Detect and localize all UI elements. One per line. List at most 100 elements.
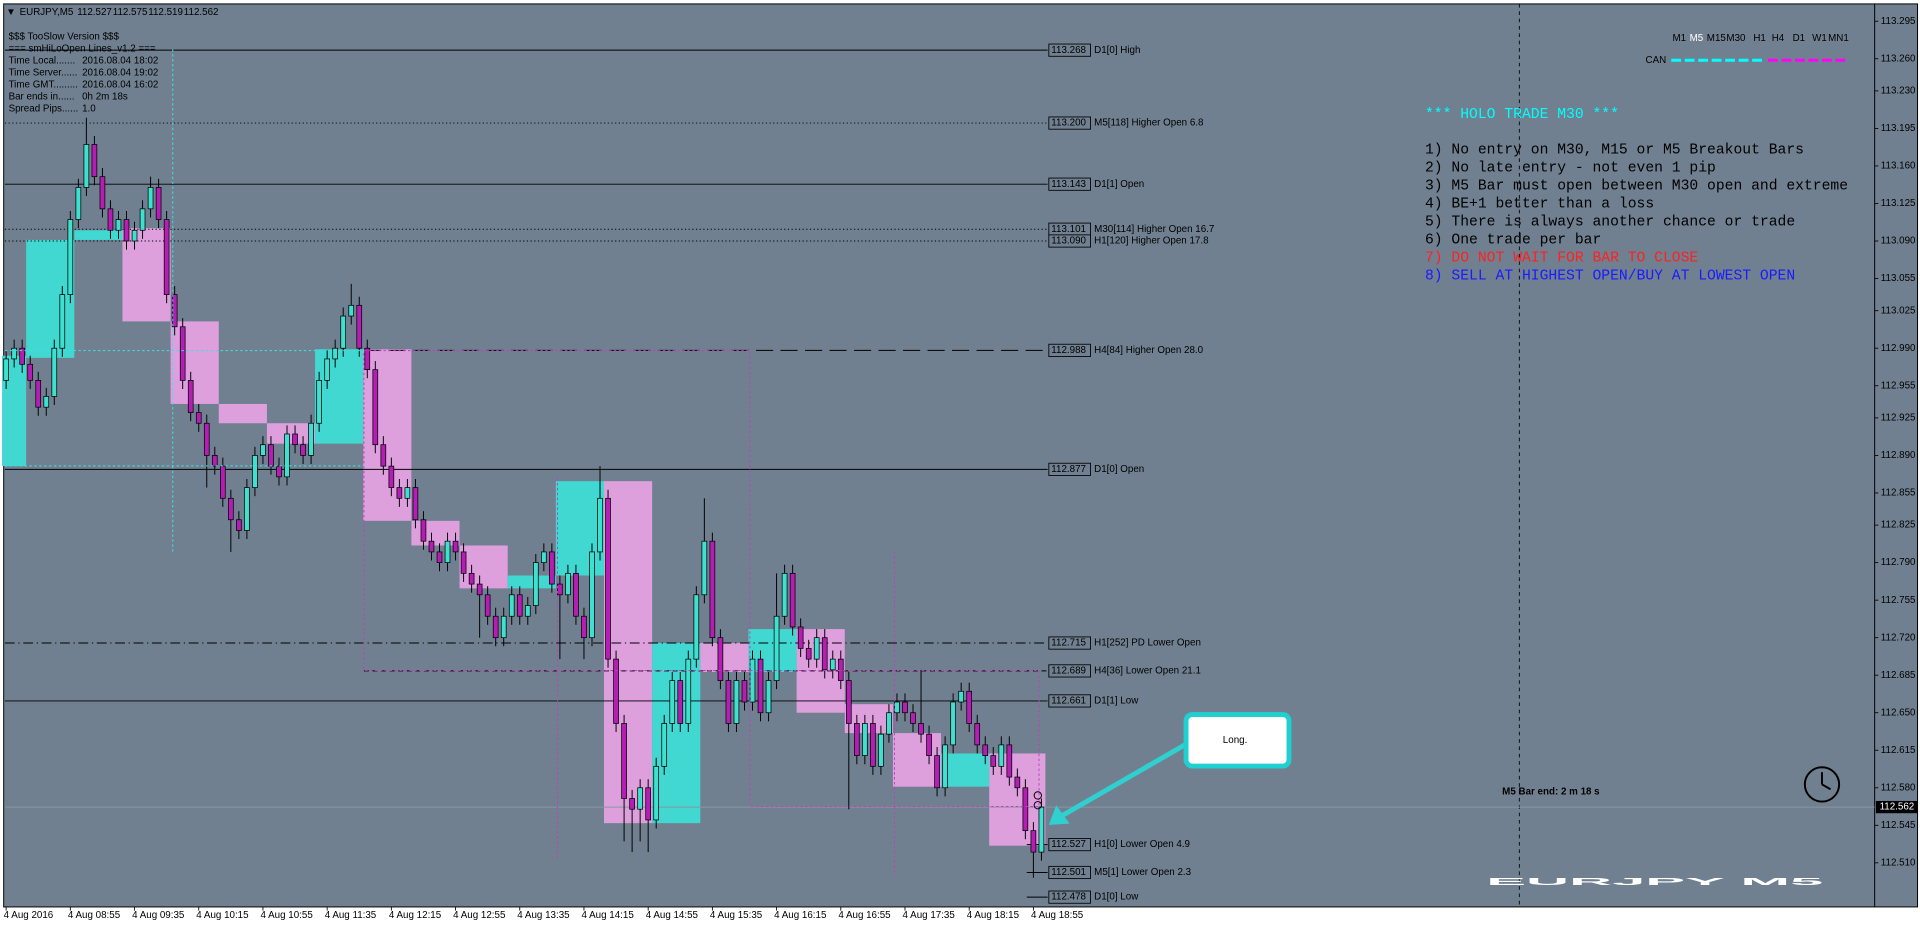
candle-body: [340, 315, 347, 349]
candle-body: [613, 658, 619, 724]
candle-body: [701, 540, 708, 596]
candle-body: [749, 658, 756, 703]
level-price: 113.200: [1051, 118, 1086, 129]
quote: 112.575: [113, 7, 148, 18]
y-tick-label: 113.090: [1881, 236, 1916, 247]
level-name: H4[84] Higher Open 28.0: [1094, 345, 1203, 356]
candle-body: [404, 487, 411, 499]
watermark: EURJPY M5: [1486, 877, 1826, 888]
m30-box: [74, 230, 123, 240]
level-name: D1[1] Open: [1094, 179, 1144, 190]
x-tick-label: 4 Aug 14:55: [646, 910, 699, 921]
level-price-box: [1048, 234, 1091, 248]
y-tick-label: 113.025: [1881, 305, 1916, 316]
info-value: 2016.08.04 19:02: [82, 68, 158, 79]
notes-title: *** HOLO TRADE M30 ***: [1425, 107, 1619, 123]
candle-body: [645, 787, 651, 821]
candle-body: [1006, 744, 1013, 778]
candle-body: [958, 690, 964, 703]
candle-body: [990, 755, 997, 767]
y-tick-label: 113.295: [1881, 16, 1916, 27]
x-tick-label: 4 Aug 18:15: [967, 910, 1020, 921]
timeframe: M5: [1690, 33, 1704, 44]
candle-body: [444, 540, 451, 564]
candle-body: [661, 723, 668, 767]
candle-body: [581, 615, 587, 639]
candle-body: [484, 594, 491, 617]
timeframe: H4: [1772, 33, 1785, 44]
y-tick-label: 113.160: [1881, 161, 1916, 172]
x-tick-label: 4 Aug 2016: [4, 910, 54, 921]
y-tick-label: 113.260: [1881, 53, 1916, 64]
candle-body: [821, 637, 828, 671]
menu-arrow[interactable]: ▼: [6, 7, 16, 18]
candle-body: [460, 551, 467, 574]
candle-body: [59, 294, 66, 349]
candle-body: [717, 637, 724, 681]
candle-body: [324, 358, 330, 381]
candle-body: [902, 701, 908, 714]
m30-box: [700, 643, 749, 672]
level-price-box: [1048, 636, 1091, 650]
candle-body: [926, 733, 932, 756]
candle-body: [773, 615, 780, 681]
candle-body: [605, 497, 611, 660]
candle-body: [396, 487, 403, 499]
candle-body: [252, 455, 258, 488]
candle-body: [934, 755, 940, 789]
candle-body: [653, 765, 660, 821]
level-price: 112.527: [1051, 839, 1086, 850]
clock-icon: [1803, 766, 1841, 803]
notes-line: 1) No entry on M30, M15 or M5 Breakout B…: [1425, 143, 1804, 159]
candle-body: [139, 208, 146, 231]
candle-body: [452, 540, 459, 553]
level-name: H1[252] PD Lower Open: [1094, 638, 1201, 649]
candle-body: [428, 540, 435, 553]
candle-body: [284, 433, 290, 478]
level-price: 112.877: [1051, 464, 1086, 475]
notes-line: 8) SELL AT HIGHEST OPEN/BUY AT LOWEST OP…: [1425, 269, 1795, 285]
x-tick-label: 4 Aug 17:35: [903, 910, 956, 921]
candle-body: [757, 658, 764, 714]
candle-body: [500, 615, 507, 639]
m30-box: [555, 481, 604, 576]
bar-end-timer: M5 Bar end: 2 m 18 s: [1502, 786, 1600, 797]
candle-body: [629, 798, 635, 810]
level-price-box: [1048, 462, 1091, 476]
m30-box: [315, 349, 364, 444]
m30-box: [26, 239, 75, 358]
candle-body: [51, 347, 58, 397]
notes-line: 5) There is always another chance or tra…: [1425, 215, 1795, 231]
timeframe: D1: [1793, 33, 1806, 44]
m30-box: [459, 545, 508, 589]
candle-body: [91, 144, 98, 178]
quote: 112.519: [148, 7, 183, 18]
candle-body: [412, 487, 419, 521]
candle-body: [998, 744, 1005, 767]
notes-line: 6) One trade per bar: [1425, 233, 1601, 249]
candle-body: [532, 562, 539, 606]
candle-body: [388, 465, 395, 488]
level-price: 113.101: [1051, 224, 1086, 235]
candle-body: [685, 658, 692, 724]
y-tick-label: 113.195: [1881, 123, 1916, 134]
candle-body: [163, 219, 170, 295]
level-name: M5[1] Lower Open 2.3: [1094, 867, 1191, 878]
y-tick-label: 112.580: [1881, 782, 1916, 793]
level-price-box: [1048, 43, 1091, 57]
candle-body: [308, 422, 314, 456]
candle-body: [276, 465, 282, 478]
candle-body: [966, 690, 973, 724]
callout-arrow: [1059, 740, 1190, 819]
candle-body: [187, 380, 194, 413]
level-name: M30[114] Higher Open 16.7: [1094, 224, 1214, 235]
level-name: H1[0] Lower Open 4.9: [1094, 839, 1190, 850]
y-tick-label: 112.545: [1881, 820, 1916, 831]
candle-body: [942, 744, 948, 789]
candle-body: [974, 723, 981, 746]
callout-box: [1183, 712, 1292, 769]
info-value: 2016.08.04 16:02: [82, 80, 158, 91]
x-tick-label: 4 Aug 15:35: [710, 910, 763, 921]
timeframe: M1: [1672, 33, 1686, 44]
